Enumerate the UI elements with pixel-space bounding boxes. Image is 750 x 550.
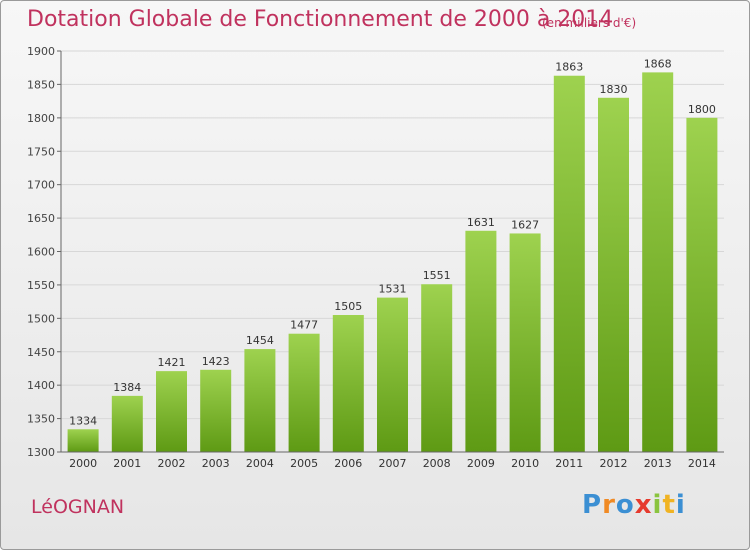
y-tick-label: 1900 (27, 45, 55, 58)
logo-letter: i (675, 490, 686, 520)
bar-value-label: 1334 (69, 414, 97, 427)
x-tick-label: 2006 (334, 457, 362, 470)
logo-letter: P (582, 490, 603, 520)
x-tick-label: 2007 (379, 457, 407, 470)
bar (509, 233, 541, 452)
bar (421, 284, 453, 452)
bar (67, 429, 99, 452)
x-tick-label: 2001 (113, 457, 141, 470)
x-tick-label: 2008 (423, 457, 451, 470)
y-tick-label: 1650 (27, 212, 55, 225)
bar (288, 333, 320, 452)
chart-unit: (en milliers d'€) (542, 16, 637, 30)
bar-value-label: 1627 (511, 218, 539, 231)
y-axis: 1300 1350 1400 1450 1500 1550 1600 1650 1700 1750… (27, 45, 62, 459)
bar (642, 72, 674, 453)
logo-letter: x (634, 490, 653, 520)
x-tick-label: 2002 (158, 457, 186, 470)
x-tick-label: 2011 (555, 457, 583, 470)
bar (111, 395, 143, 452)
commune-name: LéOGNAN (31, 496, 125, 518)
bar (465, 230, 497, 452)
logo-letter: i (652, 490, 663, 520)
bars (67, 72, 718, 453)
bar (598, 97, 629, 453)
x-tick-label: 2012 (600, 457, 628, 470)
x-tick-label: 2003 (202, 457, 230, 470)
bar-value-label: 1800 (688, 103, 716, 116)
y-tick-label: 1750 (27, 145, 55, 158)
y-tick-label: 1450 (27, 346, 55, 359)
bar-value-label: 1477 (290, 319, 318, 332)
x-axis: 2000 2001 2002 2003 2004 2005 2006 2007 2008 2009… (61, 451, 724, 470)
y-tick-label: 1550 (27, 279, 55, 292)
bar-value-label: 1631 (467, 216, 495, 229)
y-tick-label: 1400 (27, 379, 55, 392)
bar (553, 75, 585, 452)
x-tick-label: 2014 (688, 457, 716, 470)
value-labels: 1334 1384 1421 1423 1454 1477 1505 1531 1551 1631… (69, 57, 716, 427)
bar-value-label: 1551 (423, 269, 451, 282)
y-tick-label: 1300 (27, 446, 55, 459)
bar-value-label: 1531 (379, 283, 407, 296)
bar-value-label: 1421 (158, 356, 186, 369)
bar (332, 314, 364, 452)
y-tick-label: 1800 (27, 112, 55, 125)
bar (686, 117, 718, 452)
x-tick-label: 2004 (246, 457, 274, 470)
logo-letter: r (602, 490, 616, 520)
bar-value-label: 1423 (202, 355, 230, 368)
logo-letter: t (662, 490, 676, 520)
bar-value-label: 1830 (600, 83, 628, 96)
bar-value-label: 1384 (113, 381, 141, 394)
y-tick-label: 1600 (27, 246, 55, 259)
y-tick-label: 1500 (27, 312, 55, 325)
bar (200, 369, 232, 452)
logo-letter: o (615, 490, 635, 520)
x-tick-label: 2013 (644, 457, 672, 470)
bar (244, 349, 276, 452)
bar-value-label: 1868 (644, 57, 672, 70)
x-tick-label: 2000 (69, 457, 97, 470)
x-tick-label: 2010 (511, 457, 539, 470)
bar-value-label: 1454 (246, 334, 274, 347)
x-tick-label: 2005 (290, 457, 318, 470)
y-tick-label: 1850 (27, 78, 55, 91)
bar (377, 297, 408, 452)
bar-value-label: 1863 (555, 61, 583, 74)
bar-value-label: 1505 (334, 300, 362, 313)
bar (156, 371, 187, 452)
x-tick-label: 2009 (467, 457, 495, 470)
y-tick-label: 1700 (27, 179, 55, 192)
proxiti-logo: Proxiti (582, 490, 686, 520)
chart-title: Dotation Globale de Fonctionnement de 20… (27, 7, 614, 32)
y-tick-label: 1350 (27, 413, 55, 426)
